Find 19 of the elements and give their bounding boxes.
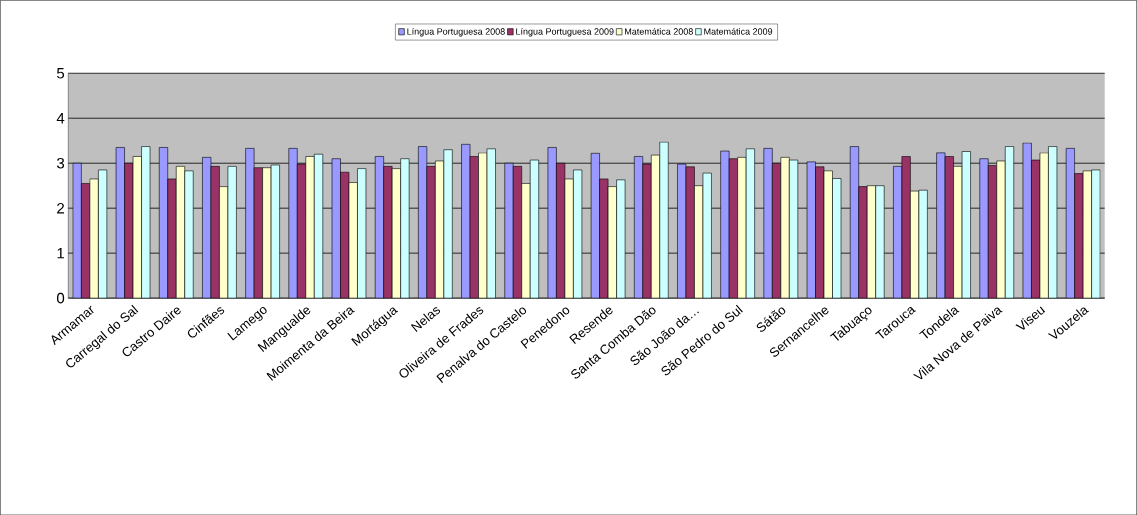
y-tick-label: 5 bbox=[57, 67, 65, 79]
bar bbox=[383, 166, 393, 298]
y-tick-label: 4 bbox=[56, 112, 65, 124]
y-tick-label: 0 bbox=[56, 292, 65, 304]
legend-label: Língua Portuguesa 2009 bbox=[516, 27, 614, 37]
bar bbox=[875, 185, 885, 298]
bar bbox=[184, 170, 194, 298]
y-tick-label: 1 bbox=[57, 247, 65, 259]
legend-label: Matemática 2008 bbox=[625, 27, 693, 35]
bar bbox=[400, 158, 410, 298]
bar bbox=[443, 149, 453, 298]
y-tick-label: 2 bbox=[57, 202, 64, 214]
y-tick-label: 3 bbox=[56, 157, 65, 169]
bar bbox=[642, 163, 652, 298]
legend-label: Matemática 2009 bbox=[704, 27, 773, 35]
bar bbox=[659, 141, 669, 298]
bar bbox=[858, 186, 868, 298]
legend-label: Língua Portuguesa 2008 bbox=[407, 27, 505, 37]
bar bbox=[167, 178, 177, 298]
